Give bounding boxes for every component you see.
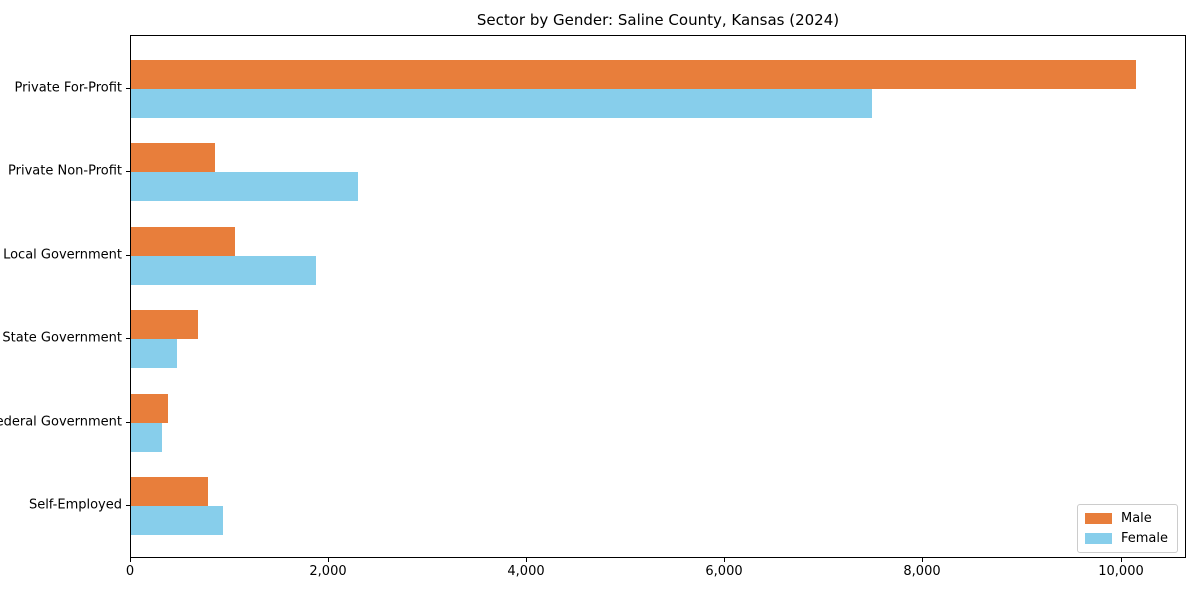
legend-entry-female: Female bbox=[1084, 531, 1168, 546]
x-tick-label-10000: 10,000 bbox=[1098, 564, 1144, 579]
x-tick-label-0: 0 bbox=[125, 564, 135, 579]
x-tick-label-4000: 4,000 bbox=[507, 564, 545, 579]
chart-title: Sector by Gender: Saline County, Kansas … bbox=[476, 11, 840, 29]
y-tick-mark bbox=[126, 505, 130, 506]
x-tick-mark bbox=[1121, 558, 1122, 562]
bar-female-private-non-profit bbox=[131, 172, 358, 201]
bar-male-state-government bbox=[131, 310, 198, 339]
x-tick-label-8000: 8,000 bbox=[903, 564, 941, 579]
bar-male-federal-government bbox=[131, 394, 168, 423]
bar-female-self-employed bbox=[131, 506, 223, 535]
bar-female-state-government bbox=[131, 339, 177, 368]
bar-male-local-government bbox=[131, 227, 235, 256]
x-tick-label-2000: 2,000 bbox=[309, 564, 347, 579]
bar-female-federal-government bbox=[131, 423, 162, 452]
y-tick-mark bbox=[126, 171, 130, 172]
legend: Male Female bbox=[1076, 504, 1178, 553]
bar-female-local-government bbox=[131, 256, 316, 285]
legend-swatch-male bbox=[1084, 513, 1112, 524]
legend-swatch-female bbox=[1084, 533, 1112, 544]
bar-male-private-for-profit bbox=[131, 60, 1136, 89]
plot-area bbox=[130, 35, 1186, 558]
y-tick-mark bbox=[126, 338, 130, 339]
legend-entry-male: Male bbox=[1084, 511, 1168, 526]
y-tick-mark bbox=[126, 88, 130, 89]
y-tick-label-private-for-profit: Private For-Profit bbox=[14, 80, 122, 96]
bar-male-private-non-profit bbox=[131, 143, 215, 172]
x-tick-mark bbox=[130, 558, 131, 562]
bar-male-self-employed bbox=[131, 477, 208, 506]
x-tick-mark bbox=[724, 558, 725, 562]
x-tick-mark bbox=[526, 558, 527, 562]
y-tick-label-self-employed: Self-Employed bbox=[28, 497, 122, 513]
x-tick-mark bbox=[328, 558, 329, 562]
y-tick-label-local-government: Local Government bbox=[3, 247, 122, 263]
y-tick-label-federal-government: Federal Government bbox=[0, 414, 122, 430]
legend-label-male: Male bbox=[1120, 511, 1152, 526]
y-tick-label-private-non-profit: Private Non-Profit bbox=[8, 163, 122, 179]
y-tick-mark bbox=[126, 422, 130, 423]
y-tick-label-state-government: State Government bbox=[2, 330, 122, 346]
x-tick-mark bbox=[922, 558, 923, 562]
legend-label-female: Female bbox=[1120, 531, 1168, 546]
y-tick-mark bbox=[126, 255, 130, 256]
x-tick-label-6000: 6,000 bbox=[705, 564, 743, 579]
bar-female-private-for-profit bbox=[131, 89, 872, 118]
